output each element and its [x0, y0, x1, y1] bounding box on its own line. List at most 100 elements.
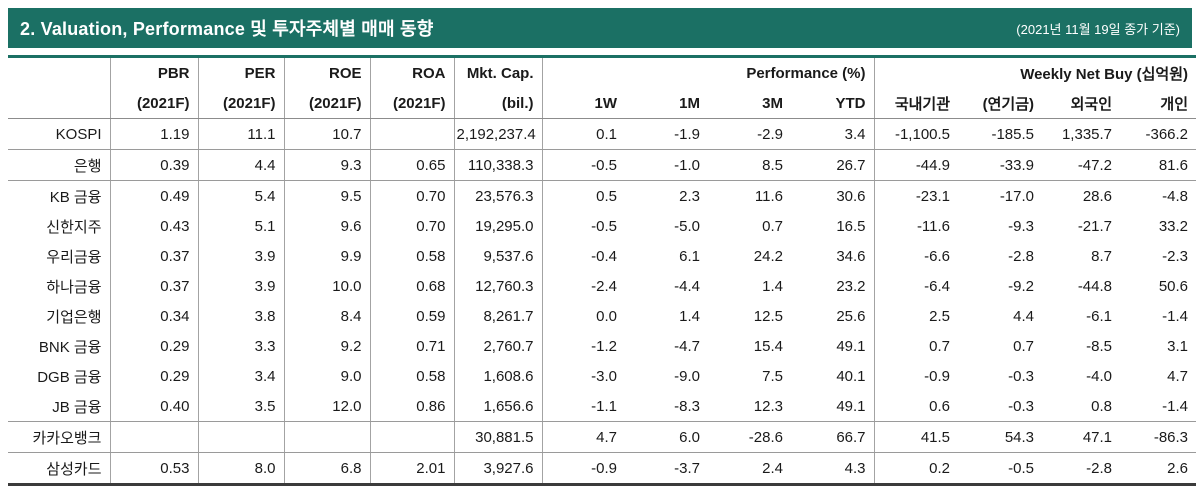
table-cell: -2.8 [1086, 459, 1113, 477]
header-3m: 3M [708, 88, 791, 119]
table-row: 우리금융 0.37 3.9 9.9 0.58 9,537.6 -0.4 6.1 24.2 34.6… [8, 241, 1196, 271]
section-title: 2. Valuation, Performance 및 투자주체별 매매 동향 [20, 19, 434, 39]
table-cell: -9.0 [674, 367, 700, 385]
table-row: 카카오뱅크 30,881.5 4.7 6.0 -28.6 66.7 41.5 54.3 47.1… [8, 421, 1197, 453]
table-cell: 24.2 [753, 247, 783, 265]
table-cell: -4.8 [1162, 187, 1189, 205]
table-cell: 4.3 [791, 452, 875, 485]
header-per-year: (2021F) [198, 88, 285, 119]
header-ytd: YTD [791, 88, 875, 119]
table-cell: -2.9 [708, 118, 791, 150]
table-cell [370, 421, 455, 453]
table-cell: 9.9 [284, 241, 371, 271]
table-cell: 30,881.5 [454, 421, 543, 453]
table-cell: -6.6 [924, 247, 951, 265]
table-cell: 0.37 [110, 271, 199, 301]
table-row: BNK 금융 0.29 3.3 9.2 0.71 2,760.7 -1.2 -4.7 15.4 4… [8, 331, 1196, 361]
table-cell: 8,261.7 [454, 301, 543, 331]
row-label: 신한지주 [8, 211, 111, 241]
table-cell: 8.5 [708, 149, 791, 181]
table-cell: 1,656.6 [454, 391, 543, 422]
table-cell: 0.43 [110, 211, 199, 241]
table-cell: -1,100.5 [874, 118, 959, 150]
table-body: KOSPI 1.19 11.1 10.7 2,192,237.4 0.1 -1.9 -2.9 3… [8, 118, 1197, 485]
table-cell: -21.7 [1077, 217, 1113, 235]
table-cell: 0.7 [1013, 337, 1035, 355]
table-cell [370, 118, 455, 150]
row-label: 삼성카드 [8, 452, 111, 485]
table-cell: 0.71 [370, 331, 455, 361]
table-cell: 5.1 [198, 211, 285, 241]
table-cell: -4.7 [674, 337, 700, 355]
table-cell: 3,927.6 [454, 452, 543, 485]
table-cell: 49.1 [791, 391, 875, 422]
row-label: KB 금융 [8, 180, 111, 211]
table-cell: 0.2 [929, 459, 951, 477]
table-row: KOSPI 1.19 11.1 10.7 2,192,237.4 0.1 -1.9 -2.9 3… [8, 118, 1197, 150]
table-header: PBR PER ROE ROA Mkt. Cap. Performance (%… [8, 56, 1197, 119]
table-cell: 2,760.7 [454, 331, 543, 361]
table-cell: 0.34 [110, 301, 199, 331]
table-cell: 26.7 [791, 149, 875, 181]
table-cell: 19,295.0 [454, 211, 543, 241]
table-cell: 2,192,237.4 [454, 118, 543, 150]
table-cell: 3.4 [791, 118, 875, 150]
table-cell: 9.5 [284, 180, 371, 211]
table-cell: 8.0 [198, 452, 285, 485]
table-cell: 15.4 [753, 337, 783, 355]
table-cell: 0.39 [110, 149, 199, 181]
row-label: 카카오뱅크 [8, 421, 111, 453]
table-cell: 12.3 [708, 391, 791, 422]
header-retail: 개인 [1120, 88, 1197, 119]
table-cell: 0.29 [110, 331, 199, 361]
header-performance-group: Performance (%) [542, 56, 875, 88]
table-cell: -17.0 [999, 187, 1035, 205]
table-cell: 3.9 [198, 271, 285, 301]
table-cell: 0.1 [542, 118, 625, 150]
table-cell: 0.8 [1042, 391, 1121, 422]
table-cell: 11.6 [754, 187, 783, 205]
table-cell: 16.5 [791, 211, 875, 241]
table-cell: -4.0 [1086, 367, 1113, 385]
table-row: DGB 금융 0.29 3.4 9.0 0.58 1,608.6 -3.0 -9.0 7.5 40… [8, 361, 1196, 391]
valuation-performance-table: PBR PER ROE ROA Mkt. Cap. Performance (%… [8, 55, 1197, 486]
table-cell: 7.5 [762, 367, 783, 385]
header-mktcap: Mkt. Cap. [454, 56, 543, 88]
table-cell: 0.86 [370, 391, 455, 422]
table-row: 하나금융 0.37 3.9 10.0 0.68 12,760.3 -2.4 -4.4 1.4 23… [8, 271, 1196, 301]
table-cell: 33.2 [1158, 217, 1189, 235]
table-cell: 50.6 [1158, 277, 1189, 295]
table-cell: -0.5 [542, 149, 625, 181]
table-cell: -1.4 [1120, 391, 1197, 422]
table-cell: 34.6 [791, 241, 875, 271]
table-cell: 2.5 [929, 307, 951, 325]
table-cell: 12,760.3 [454, 271, 543, 301]
table-cell: -1.1 [542, 391, 625, 422]
table-cell: 0.70 [370, 211, 455, 241]
row-label: KOSPI [8, 118, 111, 150]
table-cell: 2.3 [679, 187, 700, 205]
table-cell: 3.4 [198, 361, 285, 391]
row-label: DGB 금융 [8, 361, 111, 391]
table-cell: -9.3 [1008, 217, 1035, 235]
table-cell: 0.58 [370, 361, 455, 391]
section-title-bar: 2. Valuation, Performance 및 투자주체별 매매 동향 … [8, 8, 1192, 48]
table-cell: 41.5 [874, 421, 959, 453]
table-row: 기업은행 0.34 3.8 8.4 0.59 8,261.7 0.0 1.4 12.5 25.6 2… [8, 301, 1196, 331]
table-cell: 2.6 [1167, 459, 1189, 477]
header-row-1: PBR PER ROE ROA Mkt. Cap. Performance (%… [8, 56, 1196, 88]
table-cell: -3.7 [674, 459, 700, 477]
header-1w: 1W [542, 88, 625, 119]
table-cell: 0.68 [370, 271, 455, 301]
table-cell: -185.5 [958, 118, 1043, 150]
corner-cell-2 [8, 88, 111, 119]
table-cell: -1.0 [625, 149, 708, 181]
table-cell: -0.9 [591, 459, 617, 477]
row-label: 하나금융 [8, 271, 111, 301]
table-cell: -23.1 [915, 187, 951, 205]
table-cell: 4.4 [1013, 307, 1035, 325]
header-roe-year: (2021F) [284, 88, 371, 119]
table-cell: 9.2 [284, 331, 371, 361]
table-row: 은행 0.39 4.4 9.3 0.65 110,338.3 -0.5 -1.0 8.5 26.7… [8, 149, 1197, 181]
table-cell: -0.3 [1008, 367, 1035, 385]
